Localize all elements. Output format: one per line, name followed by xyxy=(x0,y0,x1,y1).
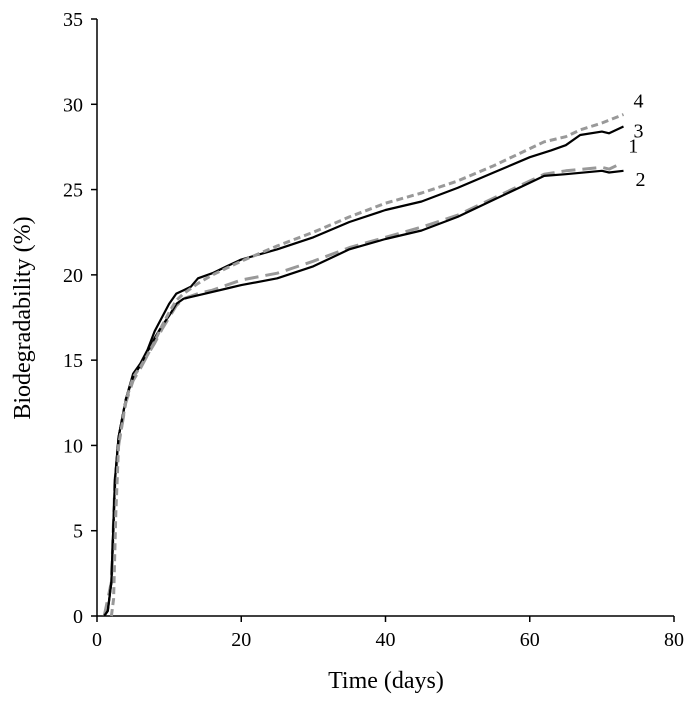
series-label-3: 3 xyxy=(634,120,644,142)
y-tick-label: 5 xyxy=(73,521,83,543)
y-axis-label: Biodegradability (%) xyxy=(10,216,36,419)
axes xyxy=(91,18,675,622)
series-line-2 xyxy=(103,169,624,617)
x-tick-label: 60 xyxy=(520,629,540,651)
x-tick-labels: 0 20 40 60 80 xyxy=(92,629,684,651)
series-line-4 xyxy=(109,113,625,617)
y-tick-label: 35 xyxy=(63,9,83,31)
series-label-1: 1 xyxy=(628,136,638,158)
series-line-1 xyxy=(102,164,617,617)
y-tick-labels: 0 5 10 15 20 25 30 35 xyxy=(63,9,83,628)
x-tick-label: 20 xyxy=(231,629,251,651)
x-tick-label: 40 xyxy=(376,629,396,651)
y-tick-label: 30 xyxy=(63,94,83,116)
x-tick-label: 80 xyxy=(664,629,684,651)
series-line-3 xyxy=(103,125,624,617)
series-label-4: 4 xyxy=(634,91,644,113)
series-lines xyxy=(102,113,625,617)
y-tick-label: 0 xyxy=(73,606,83,628)
x-tick-label: 0 xyxy=(92,629,102,651)
x-axis-label: Time (days) xyxy=(328,668,444,694)
y-tick-label: 15 xyxy=(63,350,83,372)
series-labels: 1 2 3 4 xyxy=(628,91,645,191)
series-label-2: 2 xyxy=(636,169,646,191)
y-tick-label: 10 xyxy=(63,435,83,457)
y-tick-label: 25 xyxy=(63,180,83,202)
y-tick-label: 20 xyxy=(63,265,83,287)
